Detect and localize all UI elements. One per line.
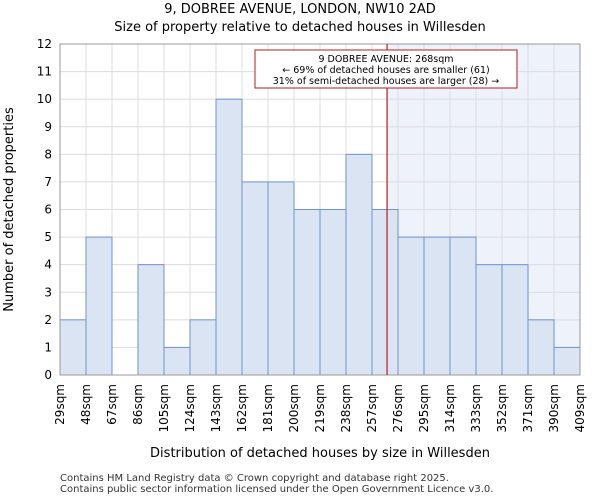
- footer-line-2: Contains public sector information licen…: [60, 484, 494, 495]
- y-tick-label: 3: [44, 285, 52, 299]
- histogram-bar: [163, 346, 191, 376]
- histogram-bar: [137, 264, 165, 376]
- histogram-bar: [85, 236, 113, 376]
- x-tick-label: 162sqm: [235, 384, 249, 432]
- histogram-bar: [527, 319, 555, 376]
- x-tick-label: 238sqm: [339, 384, 353, 432]
- histogram-bar: [423, 236, 451, 376]
- y-tick-label: 11: [37, 65, 52, 79]
- chart-title: 9, DOBREE AVENUE, LONDON, NW10 2AD: [164, 2, 436, 17]
- y-tick-label: 5: [44, 230, 52, 244]
- y-tick-label: 0: [44, 368, 52, 382]
- x-tick-label: 48sqm: [79, 384, 93, 425]
- histogram-bar: [189, 319, 217, 376]
- y-tick-label: 1: [44, 340, 52, 354]
- y-tick-label: 7: [44, 175, 52, 189]
- chart-subtitle: Size of property relative to detached ho…: [114, 20, 486, 35]
- x-tick-label: 257sqm: [365, 384, 379, 432]
- x-tick-label: 333sqm: [469, 384, 483, 432]
- y-tick-label: 8: [44, 147, 52, 161]
- y-tick-label: 10: [37, 92, 52, 106]
- histogram-bar: [449, 236, 477, 376]
- x-tick-label: 181sqm: [261, 384, 275, 432]
- x-tick-label: 371sqm: [521, 384, 535, 432]
- x-tick-label: 295sqm: [417, 384, 431, 432]
- y-tick-label: 2: [44, 313, 52, 327]
- histogram-bar: [293, 209, 321, 376]
- histogram-bar: [553, 346, 581, 376]
- annotation-line: ← 69% of detached houses are smaller (61…: [282, 65, 489, 76]
- histogram-bar: [501, 264, 529, 376]
- y-tick-label: 4: [44, 258, 52, 272]
- annotation-line: 31% of semi-detached houses are larger (…: [273, 76, 500, 87]
- histogram-bar: [397, 236, 425, 376]
- histogram-bar: [267, 181, 295, 376]
- x-axis-label: Distribution of detached houses by size …: [150, 446, 490, 461]
- y-axis-label: Number of detached properties: [2, 107, 17, 312]
- histogram-bar: [215, 98, 243, 376]
- x-tick-label: 124sqm: [183, 384, 197, 432]
- annotation-box: [254, 49, 518, 89]
- histogram-bar: [319, 209, 347, 376]
- y-tick-label: 6: [44, 203, 52, 217]
- plot-frame: [59, 43, 581, 376]
- x-tick-label: 86sqm: [131, 384, 145, 425]
- histogram-bar: [475, 264, 503, 376]
- histogram-bar: [371, 209, 399, 376]
- y-tick-label: 9: [44, 120, 52, 134]
- histogram-bar: [59, 319, 87, 376]
- x-tick-label: 390sqm: [547, 384, 561, 432]
- annotation-line: 9 DOBREE AVENUE: 268sqm: [318, 54, 453, 65]
- histogram-bar: [345, 153, 373, 376]
- x-tick-label: 276sqm: [391, 384, 405, 432]
- histogram-bar: [241, 181, 269, 376]
- x-tick-label: 143sqm: [209, 384, 223, 432]
- x-tick-label: 200sqm: [287, 384, 301, 432]
- x-tick-label: 352sqm: [495, 384, 509, 432]
- y-tick-label: 12: [37, 37, 52, 51]
- x-tick-label: 105sqm: [157, 384, 171, 432]
- x-tick-label: 314sqm: [443, 384, 457, 432]
- footer-line-1: Contains HM Land Registry data © Crown c…: [60, 473, 449, 484]
- x-tick-label: 409sqm: [573, 384, 587, 432]
- x-tick-label: 29sqm: [53, 384, 67, 425]
- x-tick-label: 219sqm: [313, 384, 327, 432]
- x-tick-label: 67sqm: [105, 384, 119, 425]
